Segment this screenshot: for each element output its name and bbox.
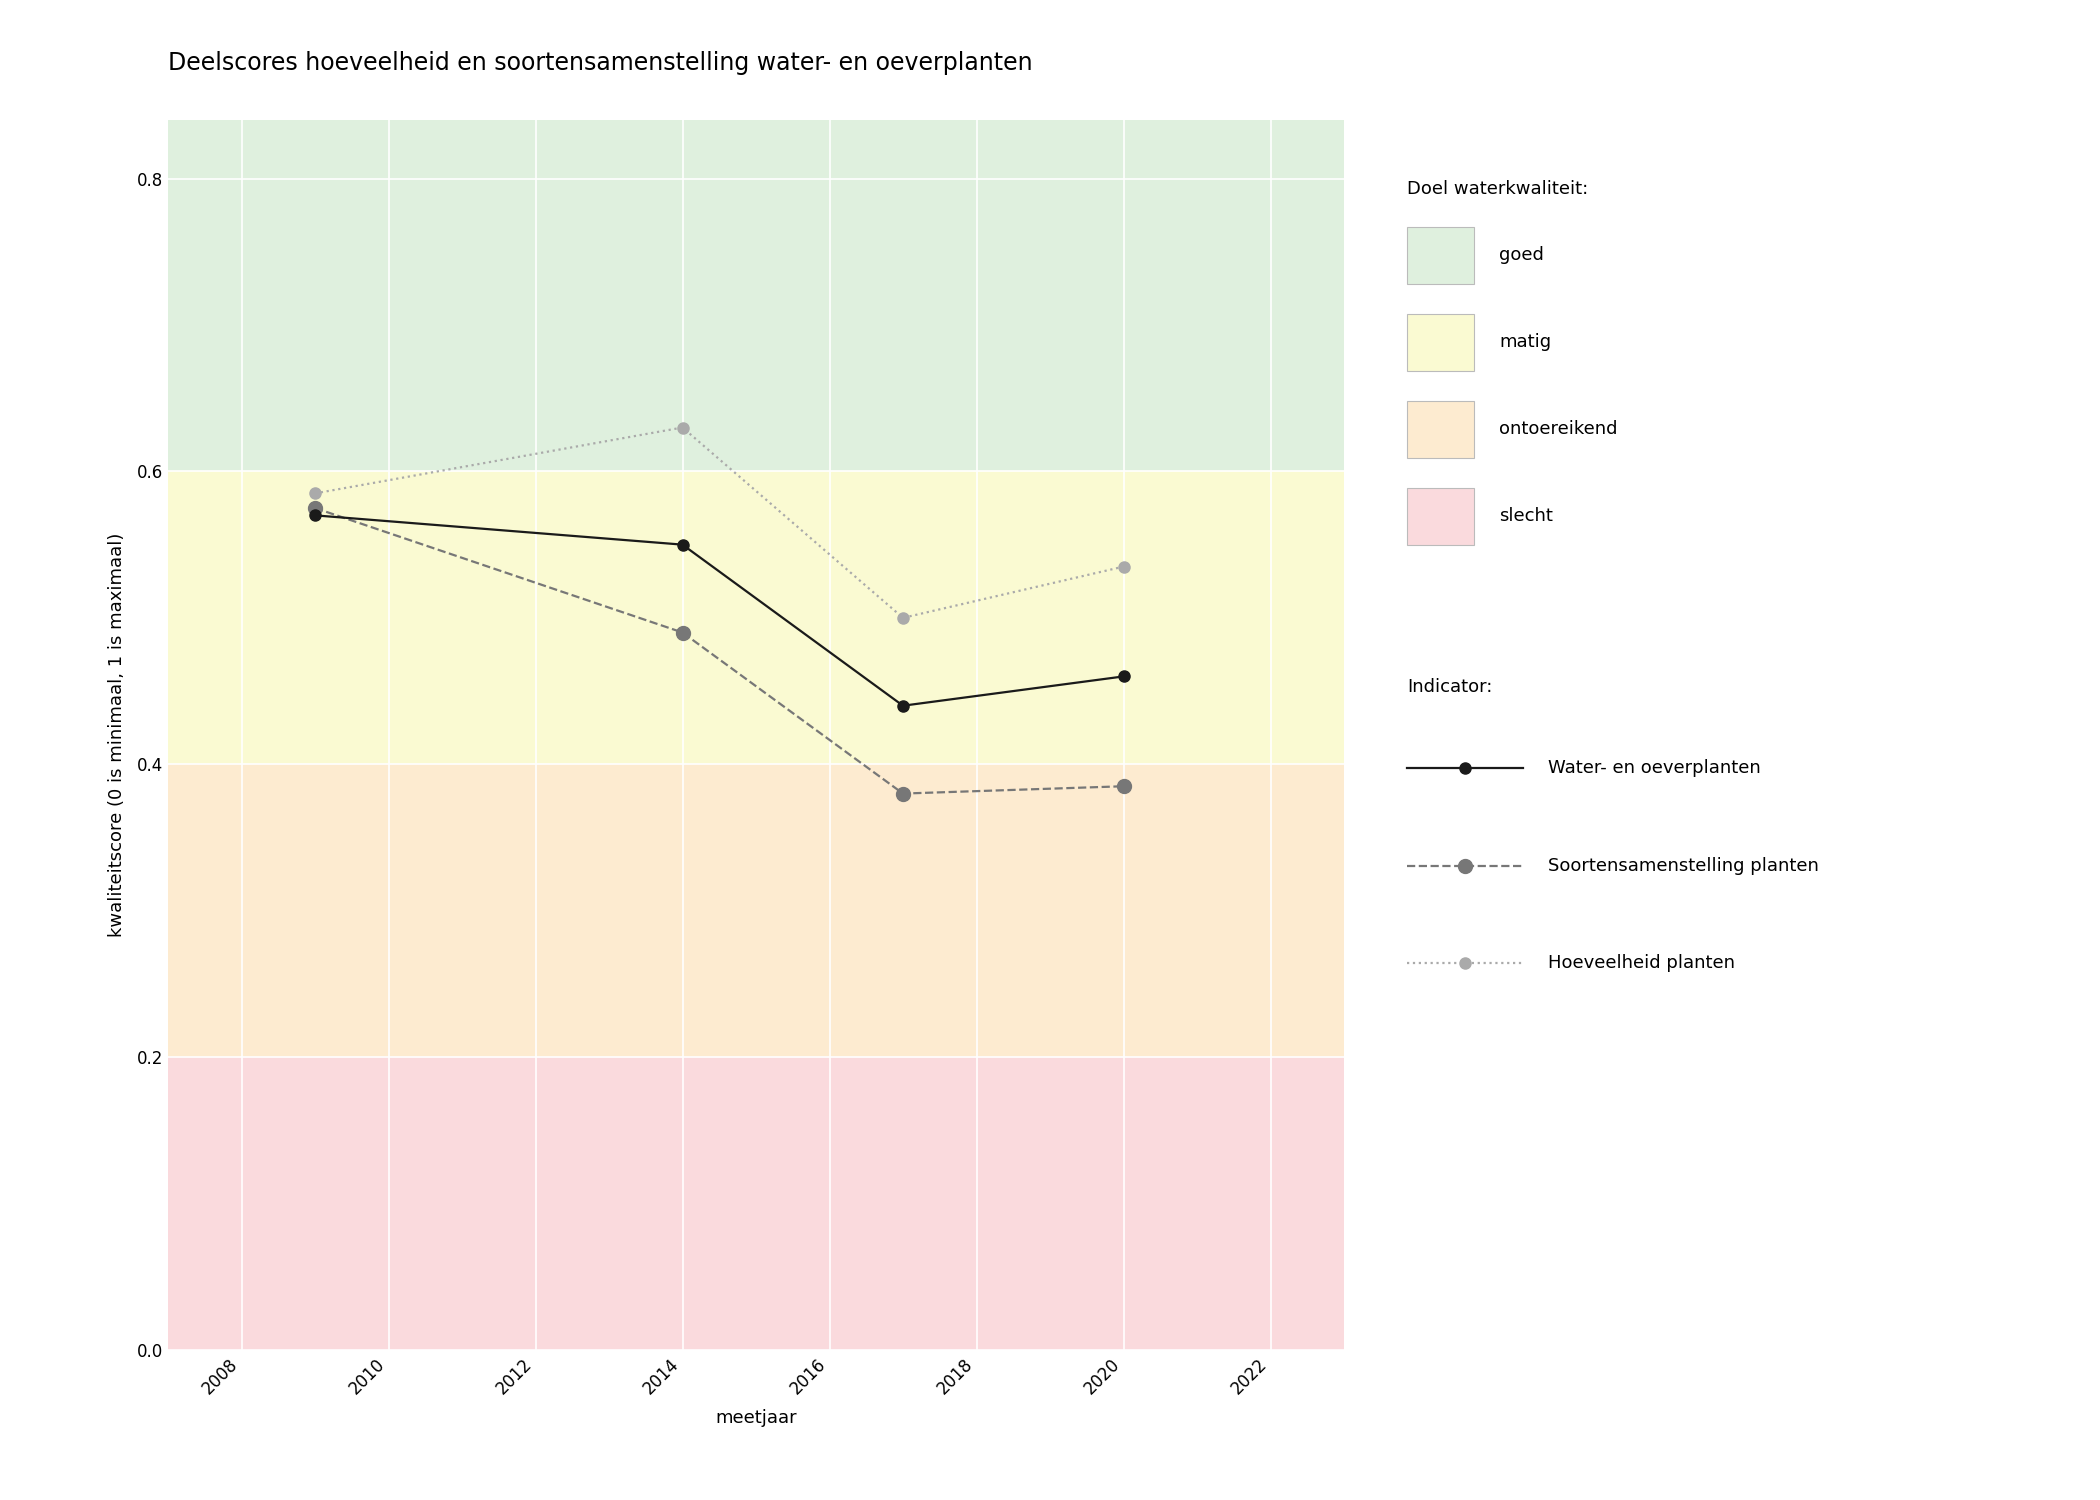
X-axis label: meetjaar: meetjaar xyxy=(716,1408,796,1426)
Text: Soortensamenstelling planten: Soortensamenstelling planten xyxy=(1548,856,1819,874)
Text: Water- en oeverplanten: Water- en oeverplanten xyxy=(1548,759,1760,777)
Text: matig: matig xyxy=(1499,333,1552,351)
Y-axis label: kwaliteitscore (0 is minimaal, 1 is maximaal): kwaliteitscore (0 is minimaal, 1 is maxi… xyxy=(107,532,126,938)
Text: slecht: slecht xyxy=(1499,507,1554,525)
Text: Hoeveelheid planten: Hoeveelheid planten xyxy=(1548,954,1735,972)
Text: ontoereikend: ontoereikend xyxy=(1499,420,1617,438)
Bar xyxy=(168,471,1344,765)
Text: Deelscores hoeveelheid en soortensamenstelling water- en oeverplanten: Deelscores hoeveelheid en soortensamenst… xyxy=(168,51,1033,75)
Bar xyxy=(168,765,1344,1058)
Text: Doel waterkwaliteit:: Doel waterkwaliteit: xyxy=(1407,180,1588,198)
Text: Indicator:: Indicator: xyxy=(1407,678,1493,696)
Bar xyxy=(168,1058,1344,1350)
Text: goed: goed xyxy=(1499,246,1544,264)
Bar xyxy=(168,120,1344,471)
